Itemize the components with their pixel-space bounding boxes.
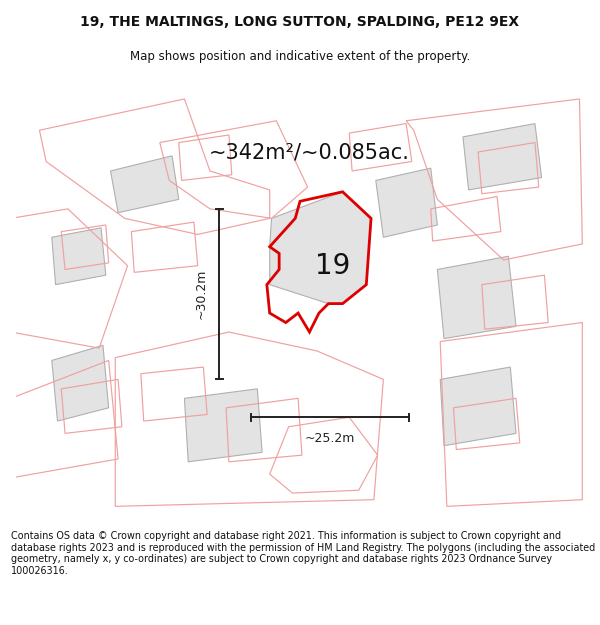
Polygon shape (184, 389, 262, 462)
Polygon shape (110, 156, 179, 212)
Polygon shape (269, 192, 371, 304)
Text: ~25.2m: ~25.2m (305, 432, 355, 446)
Text: ~342m²/~0.085ac.: ~342m²/~0.085ac. (209, 142, 410, 162)
Polygon shape (463, 124, 542, 190)
Polygon shape (52, 345, 109, 421)
Polygon shape (52, 228, 106, 284)
Text: Map shows position and indicative extent of the property.: Map shows position and indicative extent… (130, 50, 470, 62)
Polygon shape (376, 168, 437, 238)
Text: Contains OS data © Crown copyright and database right 2021. This information is : Contains OS data © Crown copyright and d… (11, 531, 595, 576)
Polygon shape (437, 256, 516, 339)
Text: ~30.2m: ~30.2m (195, 269, 208, 319)
Text: 19: 19 (316, 252, 351, 280)
Polygon shape (440, 367, 516, 446)
Text: 19, THE MALTINGS, LONG SUTTON, SPALDING, PE12 9EX: 19, THE MALTINGS, LONG SUTTON, SPALDING,… (80, 15, 520, 29)
